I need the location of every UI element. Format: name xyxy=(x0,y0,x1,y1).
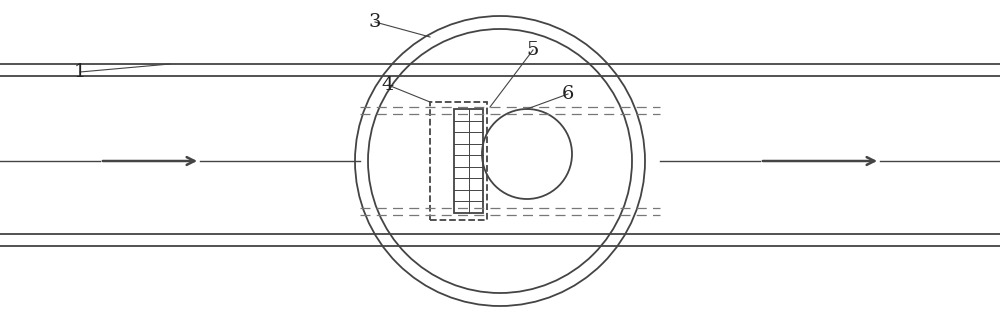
Text: 4: 4 xyxy=(382,76,394,94)
Bar xyxy=(430,102,487,220)
Bar xyxy=(454,109,483,213)
Text: 1: 1 xyxy=(74,63,86,81)
Text: 3: 3 xyxy=(369,13,381,31)
Text: 6: 6 xyxy=(562,85,574,103)
Text: 5: 5 xyxy=(527,41,539,59)
